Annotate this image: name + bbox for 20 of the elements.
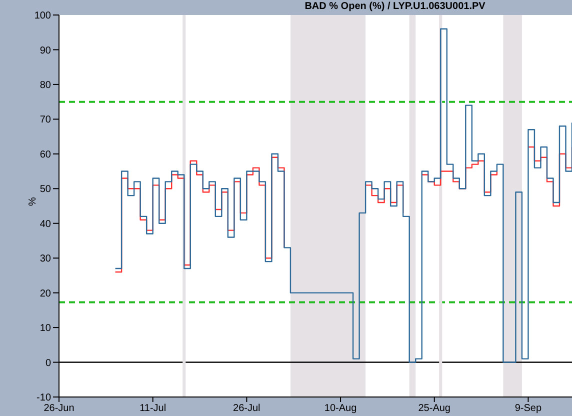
x-tick-label: 25-Aug [418, 403, 450, 414]
y-tick-label: 100 [34, 10, 52, 22]
y-tick-label: 80 [40, 80, 52, 92]
y-tick-label: 20 [40, 288, 52, 300]
y-tick-label: -10 [36, 392, 52, 404]
y-tick-label: 30 [40, 254, 52, 265]
x-tick-label: 26-Jun [44, 403, 74, 414]
y-tick-label: 50 [40, 184, 52, 196]
y-tick-label: 10 [40, 323, 52, 334]
y-tick-label: 70 [40, 114, 52, 126]
y-tick-label: 40 [40, 218, 52, 230]
y-axis-title: % [28, 197, 39, 206]
y-tick-label: 0 [45, 358, 52, 369]
y-tick-label: 60 [40, 149, 52, 160]
x-tick-label: 11-Jul [140, 403, 166, 414]
x-tick-label: 26-Jul [233, 403, 260, 414]
x-tick-label: 9-Sep [514, 403, 542, 414]
y-tick-label: 90 [40, 45, 52, 56]
chart-title: BAD % Open (%) / LYP.U1.063U001.PV [304, 1, 486, 12]
x-tick-label: 10-Aug [324, 403, 357, 414]
